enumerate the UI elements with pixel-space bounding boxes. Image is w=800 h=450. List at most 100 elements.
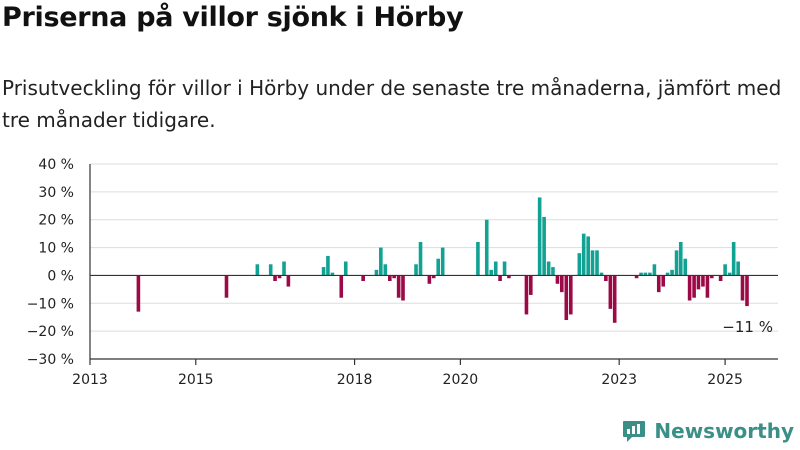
bar [696,275,701,290]
bar [339,275,344,298]
bar [555,275,560,284]
bar [431,275,436,279]
x-tick-label: 2013 [72,372,108,388]
y-tick-label: 20 % [38,213,74,229]
y-tick-label: −20 % [27,324,74,340]
bar [326,255,330,276]
bar [374,269,379,276]
bar [687,275,692,301]
bar [727,272,732,276]
bar [568,275,573,315]
bar [665,272,670,276]
bar [255,264,260,276]
bar [595,250,599,276]
bar [731,242,736,276]
bar [440,247,445,276]
y-tick-label: −30 % [27,352,74,368]
bar [484,219,489,276]
bar-chart-icon [623,421,646,442]
bar [277,275,282,279]
bar [723,264,727,276]
bar [528,275,533,295]
chart-bars [136,197,749,323]
bar [507,275,511,279]
bar [705,275,710,298]
annotation-label: −11 % [722,318,773,336]
bar [427,275,432,284]
chart-axes [89,164,778,365]
bar [551,267,555,276]
bar [286,275,291,287]
bar [701,275,705,287]
bar [740,275,745,301]
bar [383,264,388,276]
bar [648,272,652,276]
bar [224,275,229,298]
y-tick-label: 40 % [38,157,74,173]
bar [670,269,674,276]
bar [652,264,657,276]
bar [577,253,582,276]
brand-name: Newsworthy [654,419,794,443]
bar [546,261,551,276]
bar [388,275,392,281]
bar [643,272,648,276]
bar [379,247,383,276]
bar [330,272,335,276]
bar [590,250,595,276]
bar [414,264,418,276]
bar [599,272,604,276]
bar [498,275,502,281]
bar [674,250,679,276]
bar [343,261,348,276]
bar [718,275,723,281]
x-tick-label: 2018 [337,372,373,388]
bar [736,261,740,276]
y-tick-label: 30 % [38,185,74,201]
bar [273,275,277,281]
bar [502,261,507,276]
bar [639,272,643,276]
bar [634,275,639,279]
bar [656,275,661,293]
bar [392,275,396,279]
bar [608,275,613,309]
x-tick-label: 2015 [178,372,214,388]
chart-tick-labels: −30 % −20 % −10 % 0 % 10 % 20 % 30 % 40 % 2013 20… [27,157,743,388]
bar [436,258,441,276]
x-tick-label: 2023 [601,372,637,388]
brand-logo: Newsworthy [621,418,794,444]
bar [396,275,401,298]
y-tick-label: 0 % [47,268,74,284]
page-title: Priserna på villor sjönk i Hörby [2,2,464,33]
chart-annotation: −11 % [722,318,773,336]
chart-gridlines [90,163,778,332]
page-subtitle: Prisutveckling för villor i Hörby under … [2,76,782,132]
bar [661,275,666,287]
bar [537,197,542,276]
bar [321,267,326,276]
x-tick-label: 2025 [707,372,743,388]
bar-chart: −30 % −20 % −10 % 0 % 10 % 20 % 30 % 40 % 2013 20… [27,157,778,388]
bar [678,242,683,276]
bar [564,275,569,320]
bar [683,258,688,276]
bar [524,275,529,315]
bar [489,269,494,276]
bar [401,275,405,301]
bar [542,216,546,276]
bar [745,275,749,307]
bar [418,242,423,276]
bar [282,261,286,276]
bar [586,236,590,276]
x-tick-label: 2020 [443,372,479,388]
y-tick-label: 10 % [38,241,74,257]
bar [709,275,714,279]
bar [560,275,564,293]
bar [493,261,498,276]
bar [692,275,696,298]
bar [612,275,617,323]
bar [476,242,480,276]
bar [581,233,586,276]
bar [136,275,141,312]
